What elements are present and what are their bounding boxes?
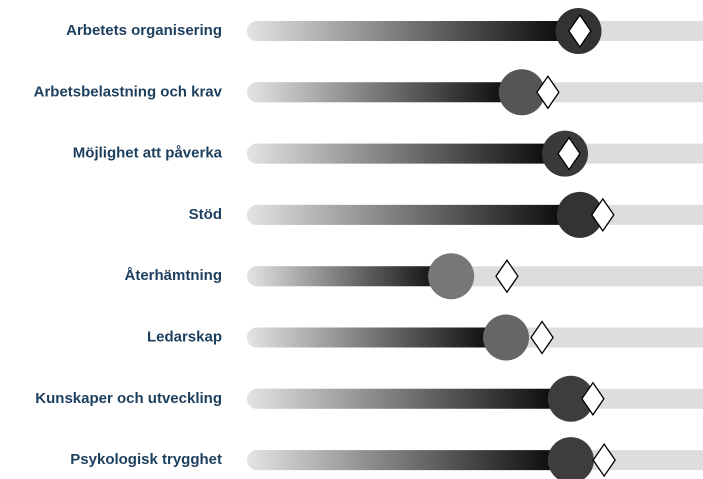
reference-marker: [581, 381, 605, 416]
reference-marker: [495, 259, 519, 294]
value-marker: [483, 314, 530, 361]
track-fill: [247, 327, 507, 348]
reference-marker: [568, 13, 592, 49]
row-label: Återhämtning: [125, 267, 223, 284]
row-label: Arbetsbelastning och krav: [34, 83, 223, 100]
value-marker: [498, 69, 545, 116]
reference-marker: [592, 442, 616, 478]
value-marker: [428, 253, 475, 300]
row-label: Arbetets organisering: [66, 22, 222, 39]
row-label: Stöd: [189, 206, 222, 223]
value-marker: [547, 375, 594, 422]
row-label: Psykologisk trygghet: [70, 451, 222, 468]
row-label: Kunskaper och utveckling: [35, 390, 222, 407]
track-fill: [247, 388, 571, 409]
value-marker: [556, 191, 603, 238]
reference-marker: [557, 136, 581, 171]
track-fill: [247, 266, 452, 287]
reference-marker: [530, 320, 554, 355]
track-fill: [247, 82, 522, 103]
row-label: Ledarskap: [147, 328, 222, 345]
reference-marker: [591, 197, 615, 233]
track-fill: [247, 143, 565, 164]
value-marker: [547, 437, 594, 479]
row-label: Möjlighet att påverka: [73, 145, 223, 162]
reference-marker: [536, 75, 560, 110]
track-fill: [247, 204, 580, 225]
track-fill: [247, 21, 579, 41]
track-fill: [247, 450, 571, 471]
